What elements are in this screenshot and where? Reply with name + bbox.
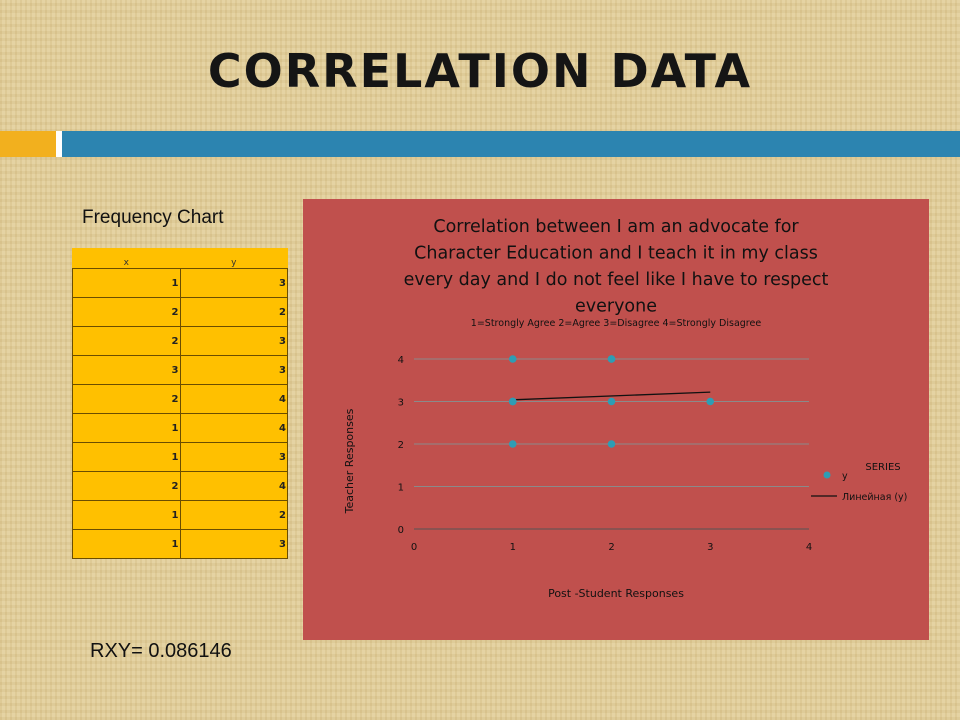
cell-x: 2 xyxy=(72,471,181,501)
y-tick-label: 3 xyxy=(398,398,404,409)
cell-x: 2 xyxy=(72,297,181,327)
data-point xyxy=(508,440,517,448)
table-header-row: x y xyxy=(73,248,288,269)
scatter-chart: Correlation between I am an advocate for… xyxy=(343,217,907,600)
cell-x: 1 xyxy=(72,268,181,298)
chart-title-line: every day and I do not feel like I have … xyxy=(404,270,829,290)
data-point xyxy=(607,355,616,363)
accent-bar-gold xyxy=(0,131,56,157)
cell-x: 2 xyxy=(72,384,181,414)
cell-x: 2 xyxy=(72,326,181,356)
chart-title-line: Character Education and I teach it in my… xyxy=(414,244,818,264)
cell-x: 1 xyxy=(72,500,181,530)
y-tick-label: 4 xyxy=(398,355,404,366)
y-tick-label: 2 xyxy=(398,440,404,451)
cell-y: 4 xyxy=(179,471,288,501)
trendline xyxy=(512,391,711,401)
cell-x: 1 xyxy=(72,442,181,472)
y-tick-label: 0 xyxy=(398,525,404,536)
frequency-chart-label: Frequency Chart xyxy=(82,207,224,228)
rxy-value: RXY= 0.086146 xyxy=(90,640,232,662)
slide-title: CORRELATION DATA xyxy=(207,44,753,98)
chart-panel: Correlation between I am an advocate for… xyxy=(303,199,929,640)
data-point xyxy=(706,397,715,406)
accent-bar-blue xyxy=(62,131,960,157)
accent-bar-separator xyxy=(56,131,62,157)
cell-x: 1 xyxy=(72,413,181,443)
legend-marker-y xyxy=(823,471,831,479)
x-axis-label: Post -Student Responses xyxy=(548,587,684,600)
legend-title: SERIES xyxy=(865,462,900,473)
cell-y: 3 xyxy=(179,442,288,472)
chart-subtitle: 1=Strongly Agree 2=Agree 3=Disagree 4=St… xyxy=(471,318,762,329)
header-y: y xyxy=(231,258,237,268)
cell-y: 3 xyxy=(179,355,288,385)
cell-y: 2 xyxy=(179,500,288,530)
cell-y: 3 xyxy=(179,529,288,559)
data-point xyxy=(607,440,616,448)
x-tick-label: 1 xyxy=(510,542,516,553)
x-tick-label: 3 xyxy=(707,542,713,553)
header-x: x xyxy=(123,258,129,268)
legend-label-y: y xyxy=(842,471,848,482)
cell-y: 3 xyxy=(179,268,288,298)
data-point xyxy=(607,397,616,406)
data-point xyxy=(508,355,517,363)
cell-y: 4 xyxy=(179,384,288,414)
cell-y: 4 xyxy=(179,413,288,443)
cell-x: 3 xyxy=(72,355,181,385)
cell-y: 3 xyxy=(179,326,288,356)
legend-label-trendline: Линейная (y) xyxy=(842,492,907,503)
data-point xyxy=(508,397,517,406)
y-tick-label: 1 xyxy=(398,483,404,494)
chart-title-line: everyone xyxy=(575,297,657,317)
cell-x: 1 xyxy=(72,529,181,559)
x-tick-label: 0 xyxy=(411,542,417,553)
chart-title-line: Correlation between I am an advocate for xyxy=(433,217,799,237)
y-axis-label: Teacher Responses xyxy=(343,408,356,514)
x-tick-label: 4 xyxy=(806,542,812,553)
cell-y: 2 xyxy=(179,297,288,327)
x-tick-label: 2 xyxy=(608,542,614,553)
